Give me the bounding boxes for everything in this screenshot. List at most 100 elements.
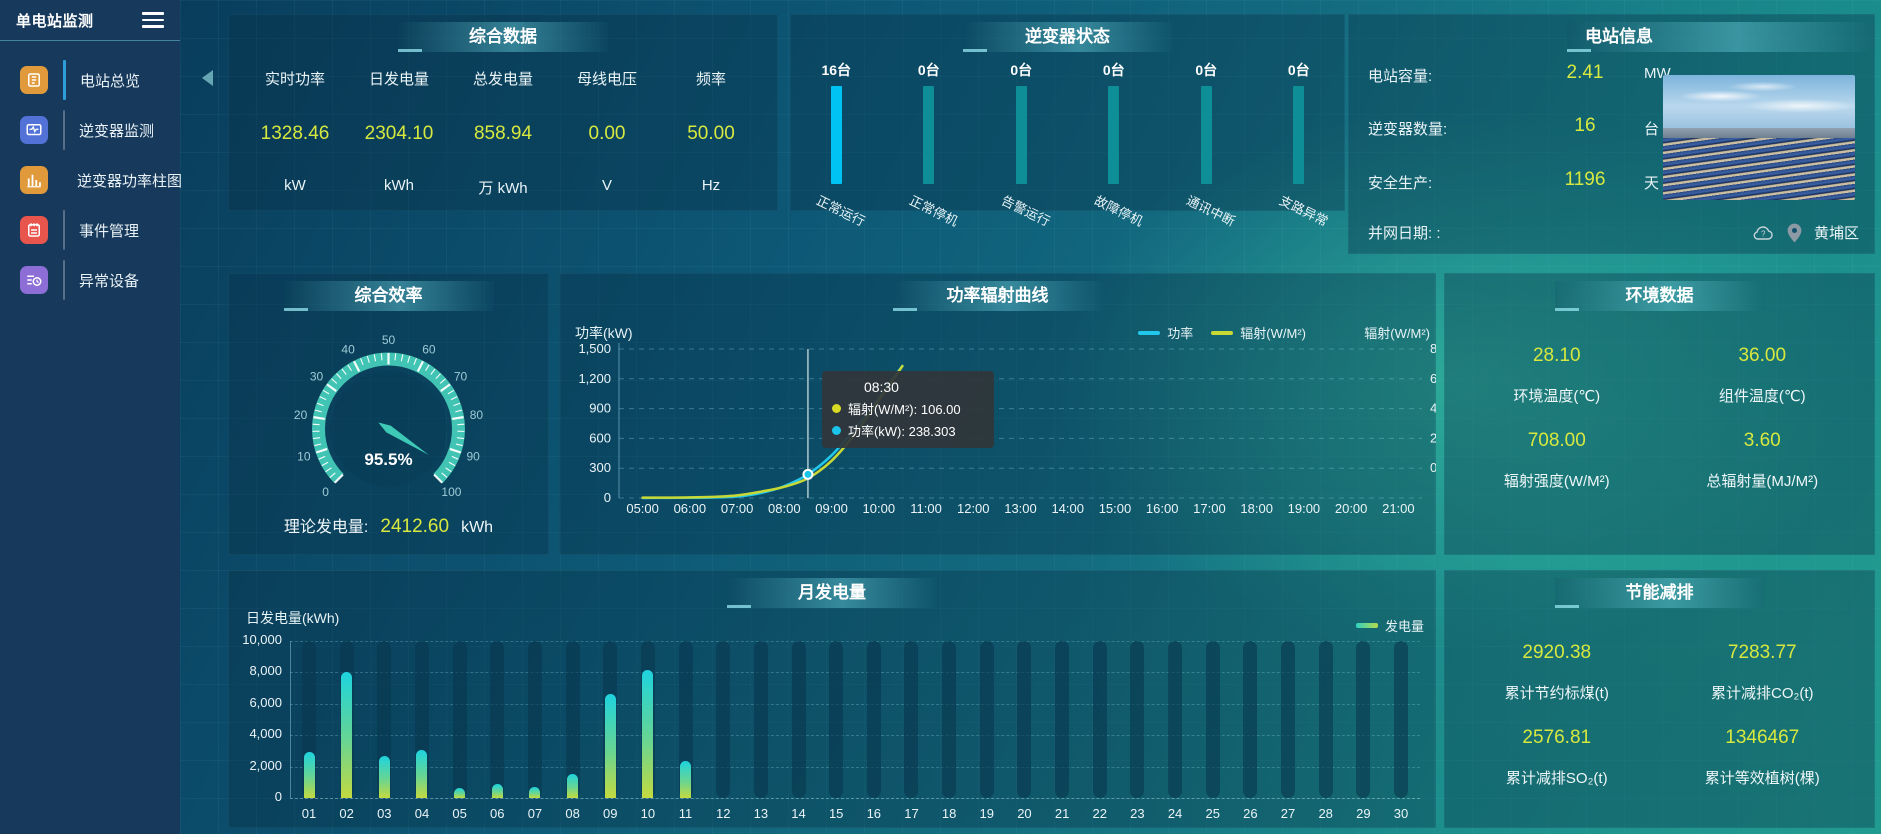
metric-value: 3.60: [1743, 430, 1781, 451]
bar-track: [565, 641, 580, 798]
bar-x-tick: 17: [904, 806, 919, 821]
bar-track: [1243, 641, 1258, 798]
gauge-tick: [313, 416, 325, 420]
sidebar-item-2[interactable]: 逆变器监测: [0, 105, 180, 155]
gauge-scale-label: 90: [466, 450, 480, 464]
sidebar-item-3[interactable]: 逆变器功率柱图: [0, 155, 182, 205]
photo-solar-panels: [1663, 137, 1855, 200]
gauge-scale-label: 30: [310, 370, 324, 384]
energy-bar[interactable]: [529, 786, 541, 798]
y-right-tick: 600: [1430, 371, 1436, 386]
bar-track: [753, 641, 768, 798]
bar-track: [490, 641, 505, 798]
metric-cell: 28.10 环境温度(℃): [1454, 331, 1660, 406]
bar-x-tick: 25: [1205, 806, 1220, 821]
sidebar-item-5[interactable]: 异常设备: [0, 255, 180, 305]
theoretical-energy-value: 2412.60: [380, 516, 450, 537]
energy-bar[interactable]: [567, 773, 579, 798]
inverter-bar[interactable]: [1293, 86, 1305, 184]
bar-chart-icon: [20, 166, 48, 194]
legend-item-功率[interactable]: 功率: [1138, 323, 1193, 342]
bar-x-tick: 21: [1054, 806, 1070, 821]
panel-savings: 节能减排 2920.38 累计节约标煤(t) 7283.77 累计减排CO₂(t) 25…: [1444, 570, 1875, 828]
bar-x-tick: 10: [640, 806, 656, 821]
y-right-tick: 400: [1430, 401, 1436, 416]
gauge-scale-label: 50: [382, 333, 396, 347]
inverter-bar[interactable]: [1200, 86, 1212, 184]
gauge-tick: [455, 443, 463, 447]
energy-bar[interactable]: [454, 788, 466, 798]
gauge-tick: [416, 360, 424, 373]
energy-bar[interactable]: [378, 755, 390, 798]
y-right-tick: 0: [1430, 460, 1436, 475]
metric-unit: 万 kWh: [478, 180, 528, 197]
right-axis-title: 辐射(W/M²): [1364, 326, 1430, 341]
gauge-tick: [445, 467, 452, 473]
gauge-tick: [449, 447, 462, 454]
metric-value: 858.94: [473, 123, 533, 144]
y-left-tick: 600: [589, 430, 611, 445]
energy-bar[interactable]: [341, 671, 353, 798]
inverter-bar[interactable]: [1015, 86, 1027, 184]
panel-title-environment: 环境数据: [1554, 281, 1765, 311]
gauge-tick: [329, 472, 336, 478]
metric-label: 累计减排SO₂(t): [1505, 770, 1608, 787]
bar-track: [1055, 641, 1070, 798]
notebook-icon: [20, 216, 48, 244]
bar-x-tick: 18: [941, 806, 957, 821]
legend-item-辐射(W/M²)[interactable]: 辐射(W/M²): [1211, 323, 1306, 342]
bar-x-tick: 08: [565, 806, 580, 821]
sidebar-item-1[interactable]: 电站总览: [0, 55, 180, 105]
location-pin-icon: [1787, 223, 1802, 243]
metric-label: 累计等效植树(棵): [1704, 770, 1820, 787]
bar-axis-line: [290, 641, 291, 798]
legend-label: 功率: [1167, 326, 1194, 341]
metric-label: 实时功率: [264, 71, 325, 88]
gauge-value: 95.5%: [364, 450, 412, 469]
inverter-bar[interactable]: [1108, 86, 1120, 184]
bar-track: [866, 641, 881, 798]
energy-bar[interactable]: [416, 750, 428, 798]
bar-x-tick: 30: [1393, 806, 1409, 821]
energy-bar[interactable]: [491, 783, 503, 798]
sidebar-item-4[interactable]: 事件管理: [0, 205, 180, 255]
gauge-tick: [447, 389, 455, 395]
metric-label: 累计减排CO₂(t): [1711, 685, 1814, 702]
bar-track: [678, 641, 693, 798]
bar-x-tick: 19: [979, 806, 995, 821]
bar-x-tick: 27: [1280, 806, 1296, 821]
hamburger-menu-icon[interactable]: [140, 6, 166, 34]
energy-bar[interactable]: [303, 751, 315, 798]
gauge-tick: [319, 396, 327, 401]
bar-track: [979, 641, 994, 798]
inverter-bar[interactable]: [923, 86, 935, 184]
x-tick: 16:00: [1146, 501, 1179, 516]
inverter-state-label: 通讯中断: [1184, 192, 1238, 229]
summary-metric: 实时功率 1328.46 kW: [252, 52, 338, 211]
bar-x-tick: 23: [1130, 806, 1145, 821]
y-right-tick: 800: [1430, 341, 1436, 356]
energy-bar[interactable]: [680, 761, 692, 798]
bar-track: [1168, 641, 1183, 798]
station-row-value: 2.41: [1566, 62, 1604, 83]
energy-bar[interactable]: [604, 693, 616, 798]
inverter-bar[interactable]: [830, 86, 842, 184]
sidebar-collapse-arrow[interactable]: [202, 70, 213, 86]
metric-label: 环境温度(℃): [1513, 388, 1601, 405]
legend-label-energy: 发电量: [1384, 619, 1424, 634]
panel-title-monthly-energy: 月发电量: [727, 578, 937, 608]
y-right-tick: 200: [1430, 430, 1436, 445]
bar-chart-legend[interactable]: 发电量: [1355, 616, 1424, 635]
energy-bar[interactable]: [642, 670, 654, 798]
bar-x-tick: 06: [490, 806, 505, 821]
gauge-tick: [407, 355, 411, 363]
bar-x-tick: 28: [1318, 806, 1333, 821]
metric-label: 日发电量: [368, 71, 429, 88]
left-axis-title: 功率(kW): [575, 325, 633, 341]
gauge-tick: [341, 368, 347, 375]
gauge-scale-label: 0: [322, 485, 329, 499]
power-radiation-chart[interactable]: 1,500 800 1,200 600 900 400 600 200 300 0 0 05:00 06…: [559, 273, 1436, 555]
bar-y-tick: 2,000: [249, 757, 282, 773]
bar-y-tick: 10,000: [242, 632, 282, 647]
